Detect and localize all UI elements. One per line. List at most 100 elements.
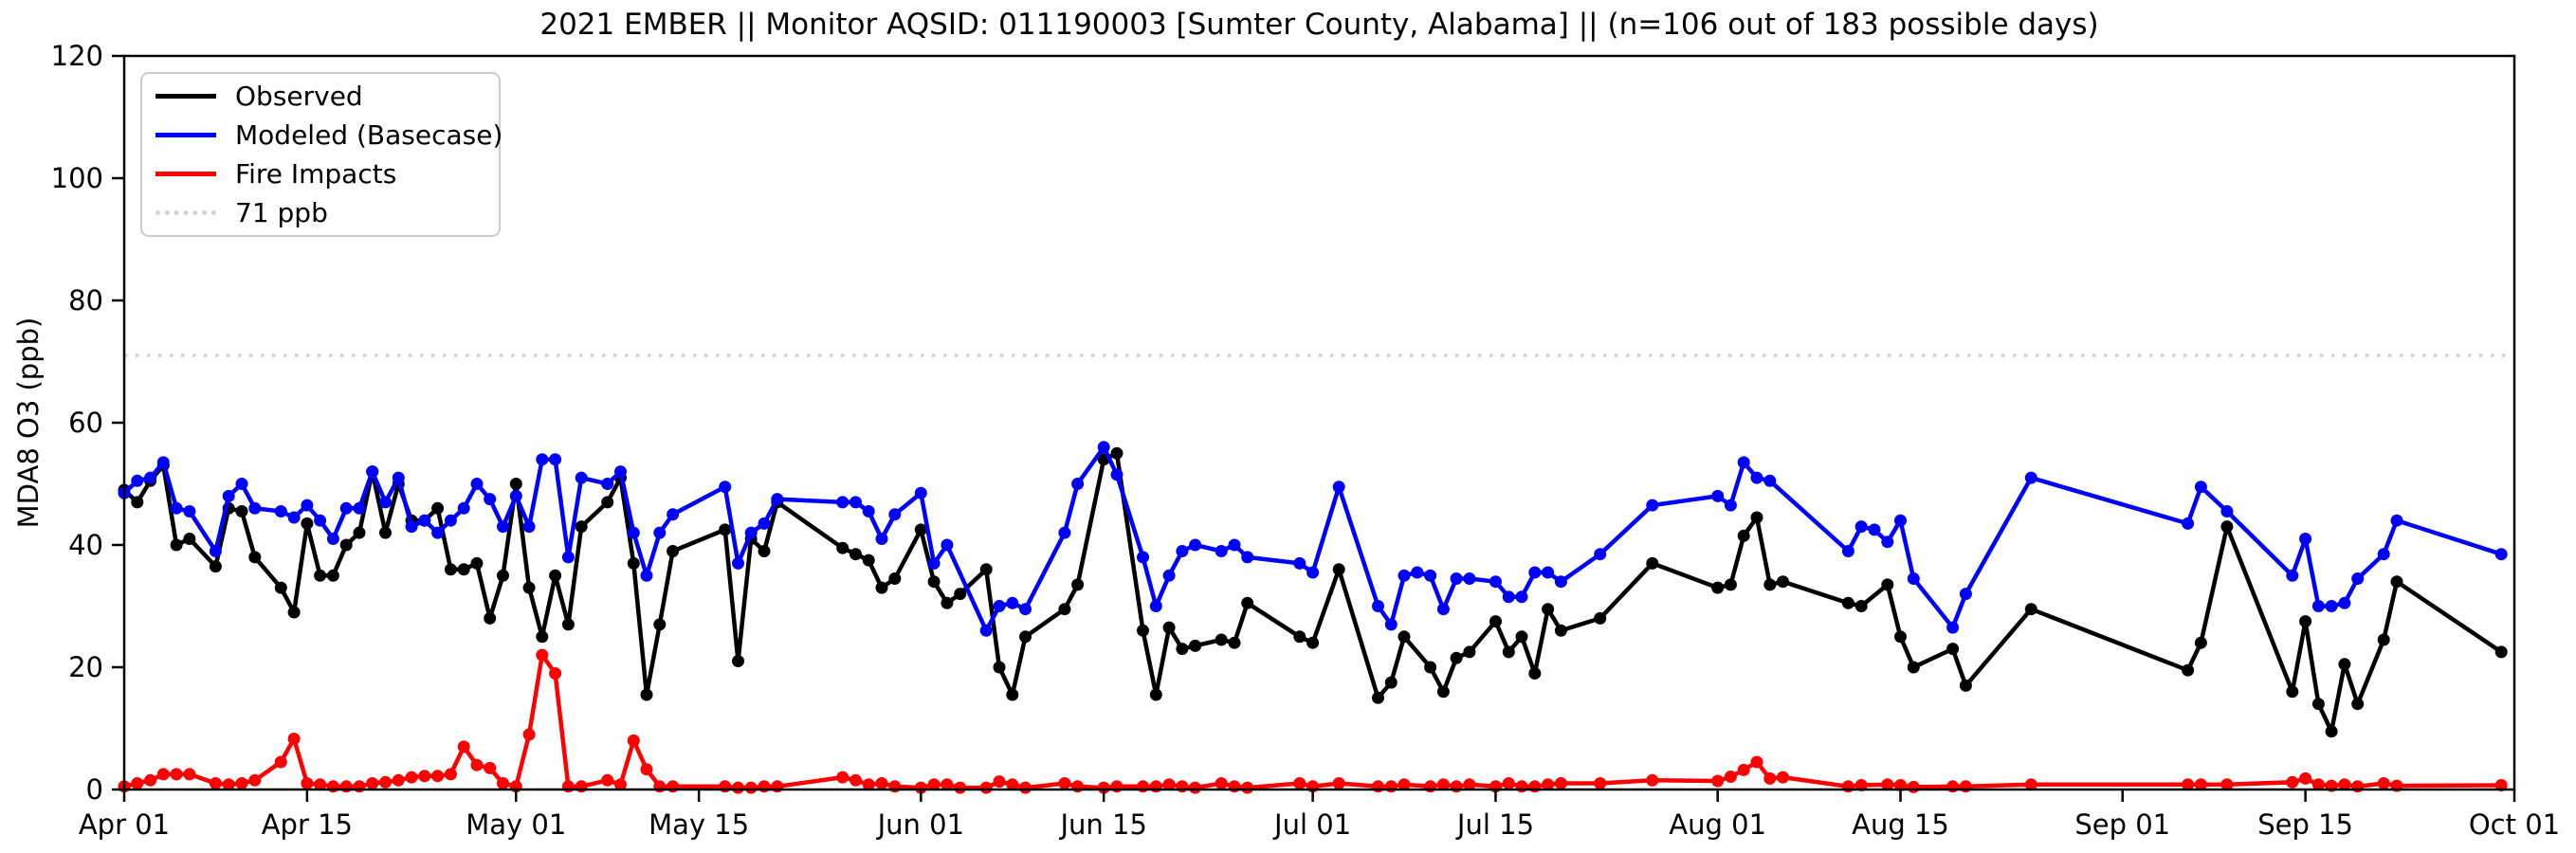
series-observed-point [1946, 643, 1960, 656]
series-fire-impacts-point [1110, 780, 1124, 793]
series-modeled-basecase-point [1411, 566, 1424, 579]
series-observed-point [1241, 596, 1254, 609]
series-modeled-basecase-point [1763, 474, 1777, 487]
series-observed-point [1724, 578, 1737, 591]
series-modeled-basecase-point [1071, 478, 1085, 490]
legend-label-fire: Fire Impacts [235, 158, 397, 191]
series-modeled-basecase-point [1854, 520, 1868, 534]
series-fire-impacts-point [2182, 778, 2195, 791]
series-observed-point [1881, 578, 1894, 591]
series-observed-point [444, 563, 457, 576]
series-observed-point [248, 551, 262, 564]
series-observed-point [862, 554, 875, 567]
series-fire-impacts-point [2286, 775, 2299, 789]
series-observed-point [1554, 624, 1567, 637]
y-axis-label: MDA8 O3 (ppb) [12, 317, 45, 529]
series-modeled-basecase-point [1176, 545, 1189, 557]
series-fire-impacts-point [1737, 763, 1750, 776]
x-tick-label: Jul 01 [1272, 808, 1351, 841]
series-modeled-basecase-point [326, 533, 339, 545]
series-observed-point [131, 496, 144, 509]
series-modeled-basecase-point [222, 489, 235, 502]
series-modeled-basecase-point [183, 505, 196, 517]
series-observed-point [235, 505, 248, 517]
series-modeled-basecase-point [1711, 489, 1725, 502]
series-observed-point [836, 541, 850, 554]
series-observed-point [1894, 630, 1907, 644]
legend-item-observed: Observed [142, 77, 499, 115]
series-fire-impacts-point [1398, 778, 1411, 791]
series-fire-impacts-point [405, 771, 418, 784]
series-fire-impacts-point [1293, 777, 1306, 789]
series-modeled-basecase-point [470, 478, 484, 490]
series-modeled-basecase-point [1137, 551, 1149, 564]
series-fire-impacts-point [274, 755, 287, 769]
series-modeled-basecase-point [653, 526, 667, 539]
series-fire-impacts-point [941, 778, 954, 791]
legend-swatch-observed [155, 93, 216, 99]
series-fire-impacts-point [1162, 778, 1176, 791]
series-modeled-basecase-point [1241, 551, 1254, 564]
series-fire-impacts-point [1750, 755, 1763, 769]
series-modeled-basecase-point [457, 501, 470, 515]
series-modeled-basecase-point [2377, 548, 2390, 561]
series-modeled-basecase-point [209, 545, 222, 557]
series-modeled-basecase-point [1946, 621, 1960, 634]
series-observed-point [1424, 661, 1437, 674]
series-fire-impacts-point [836, 771, 850, 784]
series-modeled-basecase-point [484, 493, 497, 506]
series-observed-point [1450, 651, 1463, 664]
series-modeled-basecase-point [1215, 545, 1228, 557]
series-fire-impacts-point [1594, 777, 1607, 789]
series-modeled-basecase-point [2338, 596, 2351, 609]
x-tick-label: Apr 01 [79, 808, 170, 841]
series-fire-impacts-point [418, 770, 431, 783]
series-fire-impacts-point [979, 781, 993, 794]
series-observed-point [2338, 658, 2351, 671]
x-tick-label: Jun 15 [1058, 808, 1146, 841]
y-tick-label: 120 [51, 40, 103, 72]
series-modeled-basecase-point [1724, 499, 1737, 512]
series-observed-point [1502, 645, 1515, 659]
x-tick-label: Jul 15 [1455, 808, 1534, 841]
series-fire-impacts-point [379, 775, 392, 789]
series-observed-point [1384, 676, 1398, 689]
series-observed-point [1293, 630, 1306, 644]
series-observed-point [1841, 596, 1854, 609]
series-observed-point [875, 581, 888, 594]
series-observed-point [522, 581, 536, 594]
x-tick-label: Apr 15 [262, 808, 353, 841]
series-observed-point [484, 611, 497, 625]
series-observed-point [2286, 685, 2299, 699]
legend-label-modeled: Modeled (Basecase) [235, 118, 503, 151]
series-modeled-basecase-point [366, 465, 379, 479]
series-fire-impacts-point [1554, 777, 1567, 789]
series-observed-point [1398, 630, 1411, 644]
x-tick-label: Jun 01 [876, 808, 964, 841]
series-modeled-basecase-point [1384, 618, 1398, 631]
series-fire-impacts-point [2220, 778, 2234, 791]
series-modeled-basecase-point [170, 501, 183, 515]
series-modeled-basecase-point [418, 514, 431, 527]
series-observed-point [170, 538, 183, 552]
series-observed-point [379, 526, 392, 539]
legend-swatch-fire [155, 172, 216, 177]
series-modeled-basecase-point [850, 496, 862, 509]
series-modeled-basecase-point [1149, 600, 1162, 612]
series-modeled-basecase-point [1463, 572, 1476, 585]
series-observed-point [1228, 636, 1241, 649]
series-fire-impacts-point [1241, 781, 1254, 794]
series-fire-impacts-point [522, 728, 536, 741]
series-modeled-basecase-point [314, 514, 327, 527]
series-fire-impacts-point [993, 775, 1006, 789]
series-modeled-basecase-point [2351, 572, 2365, 585]
series-fire-impacts-point [1959, 780, 1972, 793]
series-observed-point [1463, 645, 1476, 659]
series-fire-impacts-point [222, 778, 235, 791]
series-modeled-basecase-point [2182, 517, 2195, 530]
series-modeled-basecase-point [1515, 590, 1528, 604]
series-modeled-basecase-point [1110, 468, 1124, 481]
series-modeled-basecase-point [914, 486, 927, 499]
series-observed-point [326, 569, 339, 582]
y-axis-ticks: 0 20 40 60 80 100 120 [51, 40, 124, 806]
